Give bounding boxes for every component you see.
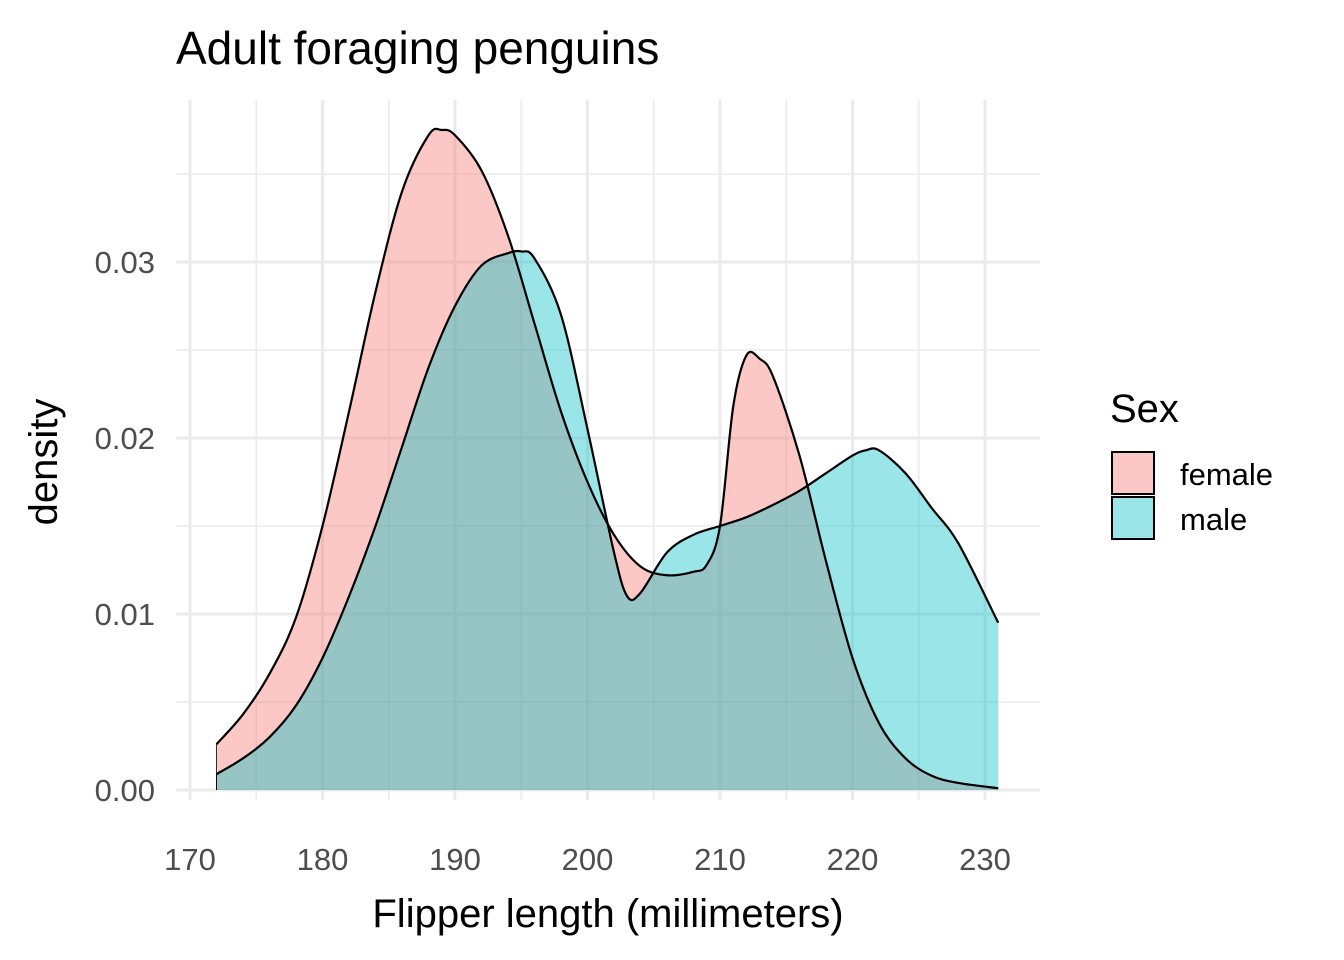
x-tick-label: 210	[694, 842, 746, 877]
x-tick-label: 230	[959, 842, 1011, 877]
x-axis-title: Flipper length (millimeters)	[372, 892, 843, 936]
legend-title: Sex	[1110, 387, 1179, 431]
male-legend-key	[1111, 496, 1155, 540]
y-tick-label: 0.03	[95, 245, 155, 280]
x-tick-label: 220	[827, 842, 879, 877]
male-legend-label: male	[1180, 502, 1247, 537]
grid	[176, 100, 1040, 800]
x-tick-label: 180	[297, 842, 349, 877]
male-density-area	[216, 250, 999, 790]
x-tick-label: 170	[164, 842, 216, 877]
male-legend-key-bg	[1112, 497, 1154, 539]
female-legend-key-bg	[1112, 452, 1154, 494]
legend: Sex female male	[1110, 387, 1273, 540]
female-legend-label: female	[1180, 457, 1273, 492]
y-axis-title: density	[22, 399, 66, 526]
series-layer	[215, 127, 1000, 791]
x-tick-label: 200	[562, 842, 614, 877]
legend-items: female male	[1111, 451, 1273, 540]
female-density-area	[216, 128, 999, 791]
tick-labels: 170 180 190 200 210 220 230 0.00 0.01 0.02 0.03	[95, 245, 1011, 877]
female-density-line	[215, 127, 999, 790]
male-density-line	[215, 249, 1000, 776]
female-legend-key	[1111, 451, 1155, 495]
chart-title: Adult foraging penguins	[176, 22, 659, 74]
y-tick-label: 0.00	[95, 773, 155, 808]
y-tick-label: 0.02	[95, 421, 155, 456]
y-tick-label: 0.01	[95, 597, 155, 632]
x-tick-label: 190	[429, 842, 481, 877]
